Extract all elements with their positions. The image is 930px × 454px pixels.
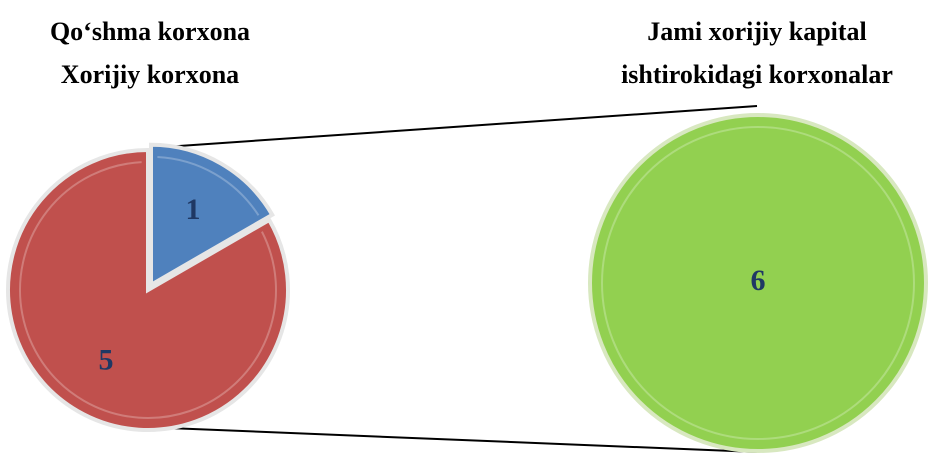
slice-rim xyxy=(157,155,260,216)
pie-slice xyxy=(588,113,928,453)
pie-slice xyxy=(149,142,275,289)
slice-rim xyxy=(19,161,277,419)
left-legend: Qo‘shma korxona Xorijiy korxona xyxy=(0,10,300,96)
pie-slice xyxy=(6,147,290,432)
legend-entry: Xorijiy korxona xyxy=(60,60,240,89)
connector-line xyxy=(142,426,758,453)
data-label: 1 xyxy=(186,193,201,226)
legend-entry: Qo‘shma korxona xyxy=(49,17,251,46)
right-title: Jami xorijiy kapital ishtirokidagi korxo… xyxy=(621,17,893,89)
slice-rim xyxy=(601,126,915,440)
data-label: 6 xyxy=(751,264,766,297)
connector-line xyxy=(149,105,758,149)
data-label: 5 xyxy=(99,344,114,377)
